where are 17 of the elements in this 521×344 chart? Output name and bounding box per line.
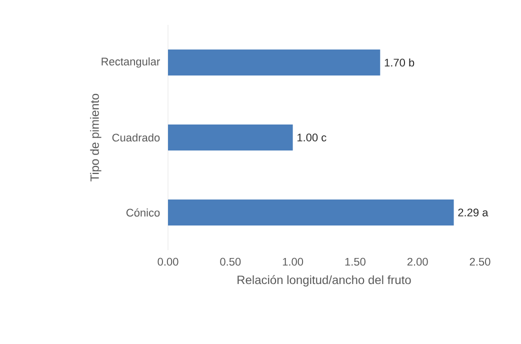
x-tick-label: 0.50 bbox=[220, 258, 241, 266]
bar bbox=[168, 124, 293, 150]
bar bbox=[168, 200, 454, 226]
x-tick-label: 2.50 bbox=[470, 258, 490, 266]
x-tick-label: 1.50 bbox=[345, 258, 366, 266]
y-tick-label: Cuadrado bbox=[112, 133, 160, 142]
x-axis-title: Relación longitud/ancho del fruto bbox=[238, 275, 411, 287]
y-axis-title: Tipo de pimiento bbox=[90, 94, 102, 182]
x-tick-label: 0.00 bbox=[158, 258, 178, 266]
x-tick-label: 2.00 bbox=[407, 258, 428, 266]
y-tick-label: Rectangular bbox=[102, 57, 160, 68]
data-label: 1.70 b bbox=[384, 58, 414, 67]
y-tick-label: Cónico bbox=[126, 208, 160, 217]
data-label: 2.29 a bbox=[458, 208, 488, 216]
bar bbox=[168, 50, 380, 76]
x-tick-label: 1.00 bbox=[282, 258, 304, 266]
data-label: 1.00 c bbox=[298, 134, 326, 142]
